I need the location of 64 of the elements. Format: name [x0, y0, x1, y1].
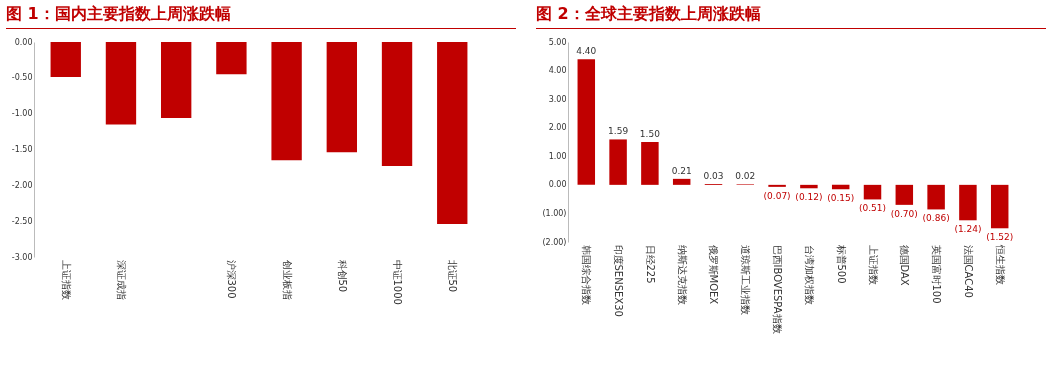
- x-tick-label: 英国富时100: [931, 244, 943, 304]
- data-label: 0.21: [671, 165, 692, 176]
- bar: [641, 142, 659, 185]
- bar: [831, 184, 850, 190]
- x-tick-label: 印度SENSEX30: [613, 244, 625, 317]
- x-tick-label: 深证成指: [115, 259, 127, 300]
- y-tick-label: (1.00): [542, 208, 567, 218]
- x-tick-label: 恒生指数: [994, 243, 1006, 285]
- bar: [577, 59, 596, 185]
- x-tick-label: 巴西IBOVESPA指数: [772, 244, 784, 334]
- x-tick-label: 北证50: [447, 259, 459, 293]
- x-tick-label: 德国DAX: [899, 244, 911, 286]
- data-label: (1.24): [954, 224, 982, 235]
- x-tick-label: 中证1000: [392, 259, 404, 305]
- chart-title: 图 2：全球主要指数上周涨跌幅: [536, 4, 1046, 29]
- y-tick-label: 5.00: [548, 37, 567, 47]
- x-tick-label: 科创50: [336, 259, 348, 293]
- y-tick-label: -0.50: [11, 73, 33, 83]
- bar: [895, 184, 914, 205]
- data-label: 4.40: [576, 46, 597, 57]
- data-label: (0.15): [827, 193, 855, 204]
- y-tick-label: -2.00: [11, 180, 33, 190]
- x-tick-label: 创业板指: [281, 259, 293, 300]
- x-tick-label: 上证指数: [867, 244, 879, 285]
- bar: [927, 184, 945, 210]
- x-tick-label: 上证指数: [60, 259, 72, 300]
- data-label: 1.59: [608, 126, 629, 137]
- y-tick-label: 3.00: [548, 94, 567, 104]
- bar: [609, 139, 627, 185]
- y-tick-label: 2.00: [548, 123, 567, 133]
- x-tick-label: 韩国综合指数: [581, 244, 593, 305]
- y-tick-label: -1.50: [11, 145, 33, 154]
- data-label: (0.70): [890, 208, 918, 219]
- x-tick-label: 台湾加权指数: [803, 244, 815, 305]
- data-label: 0.02: [735, 171, 756, 182]
- data-label: (0.12): [795, 192, 823, 203]
- x-tick-label: 法国CAC40: [962, 244, 974, 298]
- x-tick-label: 俄罗斯MOEX: [708, 244, 720, 305]
- y-tick-label: 1.00: [548, 151, 567, 161]
- data-label: 0.03: [703, 171, 724, 181]
- data-label: (0.07): [763, 190, 791, 201]
- data-label: 1.50: [639, 129, 661, 139]
- bar: [672, 178, 691, 185]
- y-tick-label: -2.50: [11, 216, 33, 226]
- y-tick-label: (2.00): [542, 237, 567, 247]
- chart-title: 图 1：国内主要指数上周涨跌幅: [6, 4, 516, 29]
- x-tick-label: 日经225: [644, 244, 656, 284]
- data-label: (0.86): [922, 213, 950, 224]
- y-tick-label: 0.00: [14, 37, 33, 47]
- y-tick-label: 0.00: [548, 180, 567, 190]
- y-tick-label: -3.00: [11, 252, 33, 262]
- x-tick-label: 道琼斯工业指数: [740, 244, 752, 315]
- bar: [768, 184, 786, 187]
- x-tick-label: 纳斯达克指数: [676, 244, 688, 305]
- y-tick-label: -1.00: [11, 109, 33, 119]
- y-tick-label: 4.00: [548, 66, 567, 76]
- data-label: (0.51): [858, 203, 887, 214]
- bar: [959, 184, 977, 221]
- bar: [863, 184, 882, 200]
- x-tick-label: 标普500: [835, 243, 847, 284]
- bar: [990, 184, 1009, 229]
- x-tick-label: 沪深300: [226, 259, 238, 299]
- bar: [800, 184, 818, 189]
- data-label: (1.52): [986, 232, 1014, 243]
